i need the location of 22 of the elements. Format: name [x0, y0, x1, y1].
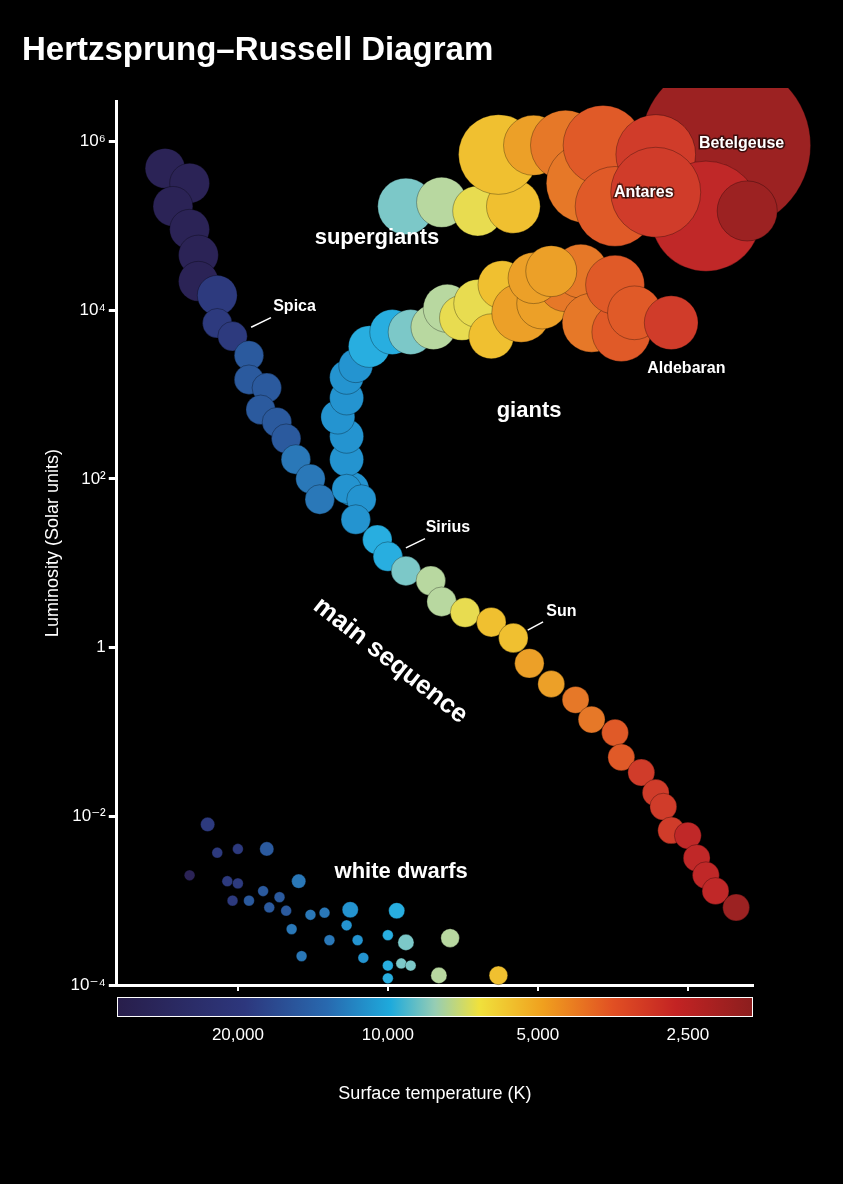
y-tick-label: 10⁻²: [72, 805, 107, 825]
x-tick-label: 5,000: [516, 1024, 560, 1044]
annotation: Antares: [613, 182, 674, 200]
x-tick-label: 20,000: [211, 1024, 264, 1044]
y-tick-label: 10⁻⁴: [70, 974, 106, 994]
annotation: Sun: [546, 602, 577, 620]
series-label: giants: [496, 397, 562, 423]
y-tick-label: 10²: [81, 468, 107, 488]
annotation: Sirius: [425, 517, 471, 535]
chart-title: Hertzsprung–Russell Diagram: [22, 30, 494, 68]
y-tick-label: 10⁴: [79, 299, 106, 319]
series-label: supergiants: [314, 224, 440, 250]
series-label: white dwarfs: [333, 857, 468, 883]
y-tick-label: 1: [96, 637, 106, 657]
annotation: Aldebaran: [647, 359, 726, 377]
x-tick-label: 2,500: [666, 1024, 710, 1044]
annotation: Spica: [273, 296, 316, 314]
y-axis-title: Luminosity (Solar units): [41, 449, 62, 638]
annotation: Betelgeuse: [698, 133, 785, 151]
y-tick-label: 10⁶: [79, 131, 106, 151]
x-tick-label: 10,000: [361, 1024, 414, 1044]
x-axis-title: Surface temperature (K): [338, 1083, 532, 1104]
